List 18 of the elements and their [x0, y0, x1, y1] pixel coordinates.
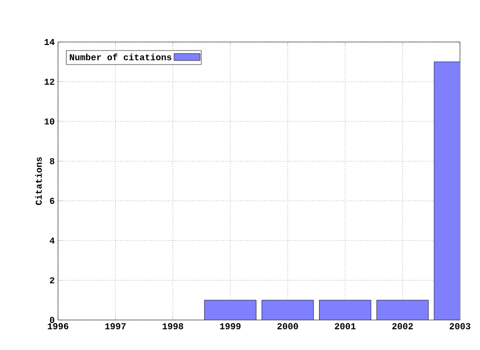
y-tick-label: 10 — [44, 118, 54, 124]
x-tick-label: 1996 — [48, 323, 68, 330]
x-tick-label: 1999 — [220, 323, 241, 330]
y-tick-label: 6 — [50, 198, 54, 204]
legend-label: Number of citations — [70, 54, 172, 60]
y-tick-label: 4 — [50, 238, 55, 244]
y-tick-label: 2 — [50, 277, 54, 284]
x-tick-label: 2003 — [450, 323, 470, 330]
x-tick-label: 2000 — [277, 323, 298, 330]
y-tick-label: 8 — [50, 158, 54, 164]
y-tick-label: 14 — [44, 39, 55, 45]
x-tick-label: 1998 — [162, 323, 184, 330]
y-tick-label: 12 — [44, 78, 54, 85]
x-tick-label: 2001 — [334, 323, 356, 330]
y-tick-label: 0 — [50, 316, 54, 324]
x-tick-label: 1997 — [105, 323, 126, 330]
x-tick-label: 2002 — [392, 323, 413, 330]
y-axis-title: Citations — [35, 157, 42, 205]
